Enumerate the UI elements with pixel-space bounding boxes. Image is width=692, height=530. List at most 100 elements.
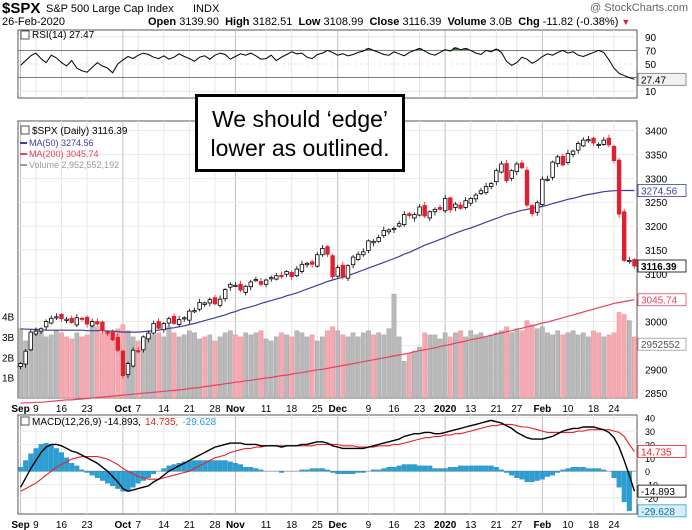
candle-body [591,137,596,144]
price-tick-label: 3000 [645,318,668,329]
candle-body [110,331,115,341]
volume-bar [616,312,622,399]
volume-bar [565,332,571,399]
macd-histogram-bar [376,469,382,472]
macd-histogram-bar [427,465,433,472]
candle-body [222,289,228,300]
volume-bar [23,340,29,399]
volume-bar [279,332,284,399]
candle-body [330,255,335,278]
annotation-line-2: lower as outlined. [210,135,390,161]
volume-bar [545,332,550,399]
volume-bar [212,340,218,399]
x-tick-label: 23 [81,404,93,415]
price-tick-label: 3200 [645,222,668,233]
macd-latest-tag: 14.735 [641,447,672,458]
rsi-latest-tag: 27.47 [641,75,666,86]
volume-bar [248,334,254,399]
volume-bar [64,336,69,399]
macd-histogram-bar [145,471,151,479]
x-tick-label-bottom: Dec [329,520,348,530]
ticker-symbol: $SPX [2,0,41,17]
candle-body [596,144,601,147]
rsi-title: RSI(14) 27.47 [32,30,95,41]
macd-histogram-bar [258,469,264,472]
volume-bar [43,336,49,399]
macd-histogram-bar [130,471,136,488]
macd-histogram-bar [534,471,540,481]
volume-tick-label: 2B [2,353,15,364]
price-title: $SPX (Daily) 3116.39 [32,126,128,137]
macd-latest-tag: -14.893 [641,487,675,498]
macd-histogram-bar [253,468,259,472]
volume-bar [529,324,535,399]
volume-tick-label: 3B [2,333,15,344]
volume-bar [570,330,576,399]
volume-bar [320,336,325,399]
candle-body [202,302,207,305]
volume-bar [151,334,156,399]
x-tick-label: 18 [286,404,298,415]
candle-body [437,207,443,210]
candle-body [130,349,136,367]
volume-bar [335,330,341,399]
x-tick-label: Dec [329,404,348,415]
macd-histogram-bar [222,460,228,472]
x-tick-label-bottom: 9 [33,520,39,530]
price-collapse-icon [20,125,30,135]
price-tick-label: 3150 [645,246,668,257]
x-tick-label: 21 [184,404,196,415]
candle-body [146,332,151,340]
macd-histogram-bar [23,460,29,472]
macd-histogram-bar [335,471,341,475]
volume-bar [289,336,295,399]
candle-body [284,271,289,275]
candle-body [417,206,422,216]
price-tick-label: 3100 [645,270,668,281]
candle-body [555,156,560,164]
price-tick-label: 3400 [645,127,668,138]
candle-body [560,155,566,166]
macd-histogram-bar [99,471,105,481]
candle-body [478,190,484,194]
candle-body [171,315,177,324]
volume-bar [376,332,382,399]
candle-body [412,214,417,219]
price-tag-ma200-bg [637,293,687,307]
volume-bar [550,334,555,399]
volume-bar [626,320,632,399]
macd-line [19,419,636,493]
candle-body [309,261,315,265]
macd-histogram-bar [243,467,249,472]
volume-bar [422,332,428,399]
x-tick-label-bottom: 18 [588,520,600,530]
volume-bar [304,336,310,399]
volume-bar [391,293,397,399]
volume-bar [591,330,596,399]
macd-histogram-bar [580,467,586,472]
macd-histogram-bar [596,468,602,472]
volume-bar [59,332,64,399]
candle-body [263,279,269,285]
candle-body [565,153,571,163]
macd-histogram-bar [248,467,254,472]
macd-tick-label: 0 [645,467,650,477]
macd-histogram-bar [570,467,576,472]
volume-bar [192,332,197,399]
candle-body [69,317,74,323]
x-tick-label: Sep [11,404,29,415]
price-tag-volume: 2952552 [641,340,680,351]
candle-body [84,316,90,325]
volume-bar [187,330,192,399]
price-tick-label: 2850 [645,389,668,400]
volume-bar [345,336,351,399]
candle-body [49,317,54,324]
chart-header: $SPX S&P 500 Large Cap Index INDX @ Stoc… [0,0,692,30]
price-tick-label: 3350 [645,150,668,161]
macd-histogram-bar [89,471,95,476]
price-tag-close: 3116.39 [641,262,677,273]
candle-body [356,253,361,260]
candle-body [432,208,438,213]
candle-body [212,297,218,305]
x-tick-label-bottom: 7 [135,520,141,530]
